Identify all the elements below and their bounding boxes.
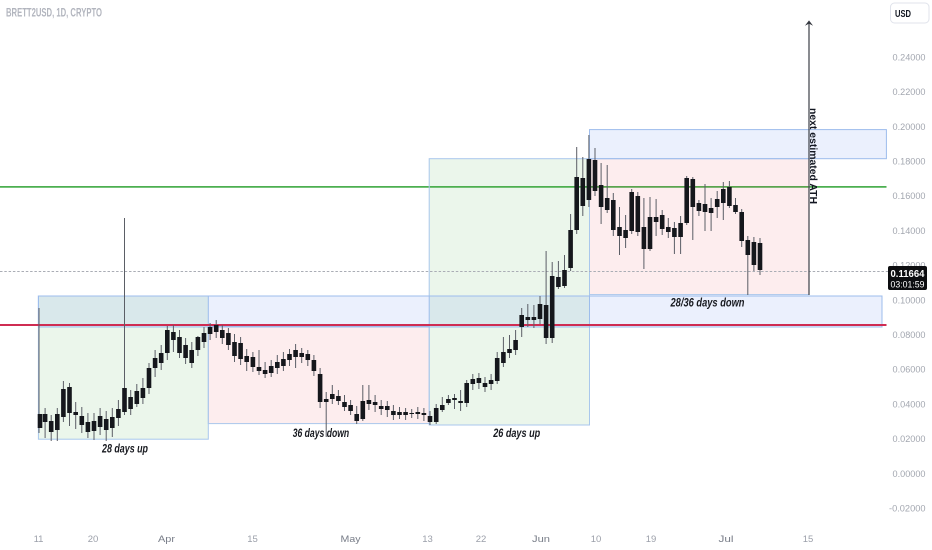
svg-text:10: 10 <box>591 534 602 545</box>
svg-text:28 days up: 28 days up <box>101 444 148 456</box>
svg-text:22: 22 <box>476 534 487 545</box>
svg-text:USD: USD <box>895 8 911 20</box>
svg-text:Apr: Apr <box>158 534 175 545</box>
svg-text:Jul: Jul <box>719 534 734 545</box>
svg-text:26 days up: 26 days up <box>492 428 540 440</box>
svg-text:May: May <box>341 534 361 545</box>
svg-text:0.22000: 0.22000 <box>893 87 926 98</box>
svg-text:0.00000: 0.00000 <box>893 469 926 480</box>
svg-text:0.16000: 0.16000 <box>893 191 926 202</box>
svg-text:-0.02000: -0.02000 <box>889 504 926 515</box>
svg-text:0.14000: 0.14000 <box>893 226 926 237</box>
svg-text:next estimated ATH: next estimated ATH <box>807 108 819 204</box>
svg-text:0.08000: 0.08000 <box>893 330 926 341</box>
svg-text:0.06000: 0.06000 <box>893 365 926 376</box>
svg-text:28/36 days down: 28/36 days down <box>670 298 745 310</box>
svg-text:0.24000: 0.24000 <box>893 52 926 63</box>
svg-text:0.10000: 0.10000 <box>893 295 926 306</box>
svg-text:0.18000: 0.18000 <box>893 157 926 168</box>
svg-text:03:01:59: 03:01:59 <box>891 279 925 290</box>
svg-text:0.02000: 0.02000 <box>893 434 926 445</box>
svg-text:15: 15 <box>803 534 814 545</box>
svg-text:13: 13 <box>422 534 433 545</box>
svg-text:36 days down: 36 days down <box>293 428 350 440</box>
svg-text:0.04000: 0.04000 <box>893 399 926 410</box>
svg-text:20: 20 <box>88 534 99 545</box>
svg-text:15: 15 <box>247 534 258 545</box>
svg-text:0.11664: 0.11664 <box>891 269 925 280</box>
svg-text:BRETT2USD, 1D, CRYPTO: BRETT2USD, 1D, CRYPTO <box>6 8 102 20</box>
svg-text:19: 19 <box>646 534 657 545</box>
svg-text:11: 11 <box>34 534 44 545</box>
svg-text:Jun: Jun <box>532 534 550 545</box>
svg-text:0.20000: 0.20000 <box>893 122 926 133</box>
